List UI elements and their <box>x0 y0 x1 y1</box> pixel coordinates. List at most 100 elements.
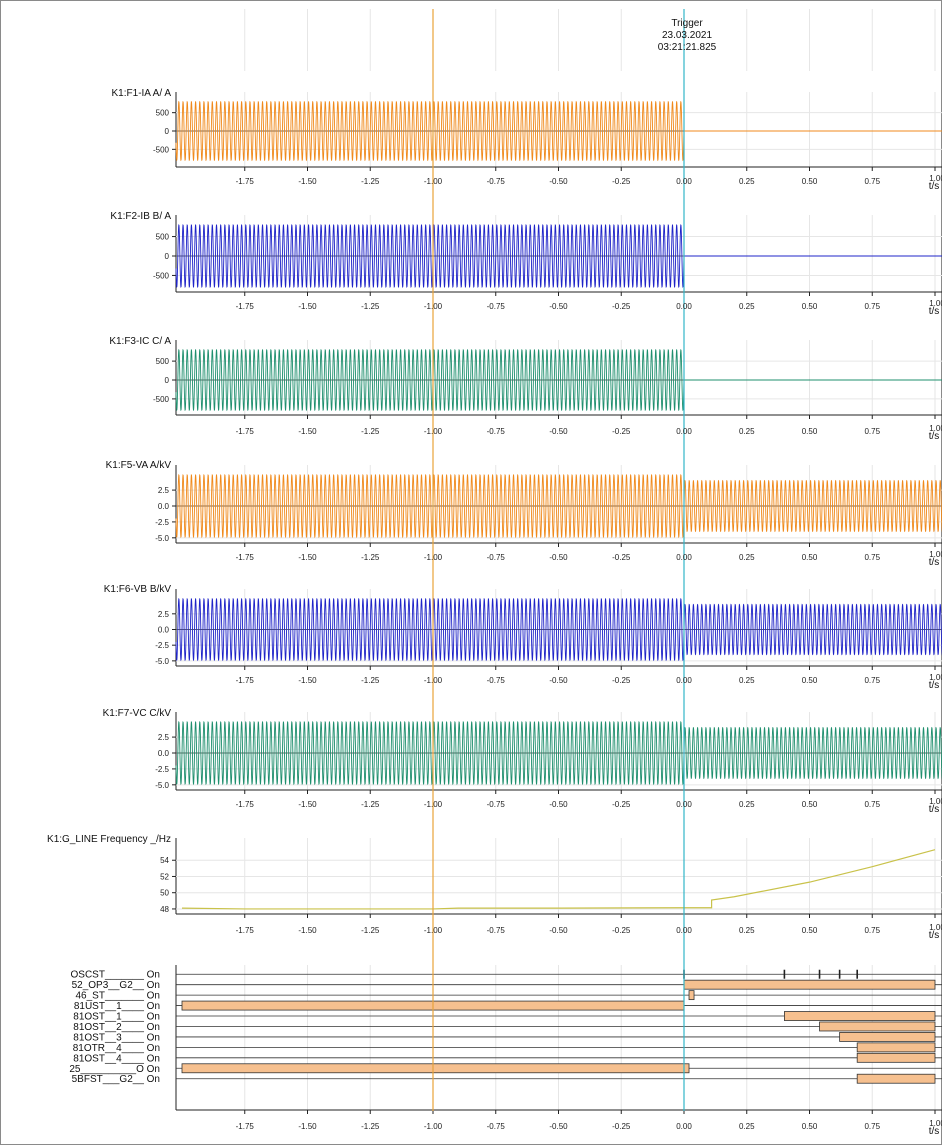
digital-on-bar <box>683 979 936 990</box>
digital-channel-label: 52_OP3__G2__ On <box>72 980 160 991</box>
digital-on-bar <box>856 1042 936 1053</box>
y-tick-label: 500 <box>156 109 170 118</box>
y-tick-label: -5.0 <box>155 534 169 543</box>
digital-on-bar <box>839 1032 936 1042</box>
x-tick-label: -0.25 <box>612 553 631 562</box>
x-tick-label: -0.50 <box>549 676 568 685</box>
trigger-time: 03:21:21.825 <box>658 42 717 53</box>
x-tick-label: -1.50 <box>298 800 317 809</box>
x-tick-label: -0.25 <box>612 926 631 935</box>
channel-label: K1:F3-IC C/ A <box>109 336 171 347</box>
y-tick-label: -500 <box>153 271 170 280</box>
x-tick-label: 0.75 <box>864 676 880 685</box>
waveform-trace <box>175 224 942 288</box>
y-tick-label: 2.5 <box>158 486 170 495</box>
digital-channel-label: 81OST__3____ On <box>73 1032 160 1043</box>
y-tick-label: -2.5 <box>155 641 169 650</box>
x-tick-label: 0.75 <box>864 177 880 186</box>
x-tick-label: 0.50 <box>802 676 818 685</box>
x-tick-label: 0.50 <box>802 302 818 311</box>
x-tick-label: -1.50 <box>298 427 317 436</box>
x-tick-label: -0.25 <box>612 1122 631 1131</box>
channel-label: K1:F2-IB B/ A <box>110 211 171 222</box>
x-tick-label: 0.00 <box>676 676 692 685</box>
x-tick-label: -0.25 <box>612 302 631 311</box>
x-tick-label: 0.00 <box>676 1122 692 1131</box>
x-tick-label: 1.00 <box>929 299 942 308</box>
channel-label: K1:F1-IA A/ A <box>112 88 172 99</box>
digital-on-bar <box>856 1073 936 1084</box>
x-tick-label: -1.75 <box>236 427 255 436</box>
y-tick-label: 0.0 <box>158 749 170 758</box>
x-tick-label: -1.50 <box>298 302 317 311</box>
digital-channel-label: 46_ST_______ On <box>75 991 160 1002</box>
x-tick-label: 0.75 <box>864 926 880 935</box>
x-tick-label: 0.00 <box>676 427 692 436</box>
x-tick-label: 0.50 <box>802 177 818 186</box>
x-tick-label: 0.50 <box>802 1122 818 1131</box>
x-tick-label: -0.75 <box>487 1122 506 1131</box>
y-tick-label: 0 <box>165 252 170 261</box>
x-tick-label: -1.75 <box>236 177 255 186</box>
x-tick-label: 0.25 <box>739 676 755 685</box>
x-tick-label: -0.75 <box>487 427 506 436</box>
x-tick-label: -0.25 <box>612 676 631 685</box>
x-tick-label: -0.75 <box>487 676 506 685</box>
digital-channel-label: 81OTR__4____ On <box>73 1043 160 1054</box>
x-tick-label: -0.75 <box>487 800 506 809</box>
x-tick-label: -1.50 <box>298 926 317 935</box>
trigger-date: 23.03.2021 <box>662 30 712 41</box>
y-tick-label: 50 <box>160 889 169 898</box>
waveform-trace <box>175 597 942 662</box>
x-tick-label: -0.25 <box>612 427 631 436</box>
x-tick-label: -1.00 <box>424 926 443 935</box>
x-tick-label: 0.50 <box>802 926 818 935</box>
x-tick-label: 0.25 <box>739 926 755 935</box>
x-tick-label: -1.75 <box>236 676 255 685</box>
digital-channel-label: 5BFST___G2__ On <box>72 1074 160 1085</box>
digital-channel-label: 81OST__2____ On <box>73 1022 160 1033</box>
channel-label: K1:F7-VC C/kV <box>103 708 172 719</box>
x-tick-label: 0.00 <box>676 800 692 809</box>
y-tick-label: 500 <box>156 233 170 242</box>
x-tick-label: -1.00 <box>424 800 443 809</box>
x-tick-label: -1.00 <box>424 553 443 562</box>
x-tick-label: 0.25 <box>739 427 755 436</box>
x-tick-label: 0.75 <box>864 800 880 809</box>
x-tick-label: 1.00 <box>929 1119 942 1128</box>
channel-label: K1:F6-VB B/kV <box>104 584 172 595</box>
x-tick-label: -0.50 <box>549 427 568 436</box>
x-tick-label: -1.25 <box>361 177 380 186</box>
x-tick-label: 1.00 <box>929 797 942 806</box>
x-tick-label: 0.25 <box>739 1122 755 1131</box>
digital-on-bar <box>819 1021 936 1032</box>
y-tick-label: -500 <box>153 145 170 154</box>
x-tick-label: -0.75 <box>487 553 506 562</box>
y-tick-label: 0 <box>165 376 170 385</box>
x-tick-label: -1.50 <box>298 553 317 562</box>
x-tick-label: -1.50 <box>298 1122 317 1131</box>
y-tick-label: -5.0 <box>155 781 169 790</box>
digital-on-bar <box>856 1052 936 1063</box>
x-tick-label: -1.75 <box>236 800 255 809</box>
y-tick-label: 54 <box>160 856 169 865</box>
digital-on-bar <box>784 1011 936 1021</box>
x-tick-label: -0.50 <box>549 1122 568 1131</box>
x-tick-label: 0.75 <box>864 1122 880 1131</box>
x-tick-label: 0.75 <box>864 427 880 436</box>
x-tick-label: 0.25 <box>739 177 755 186</box>
waveform-trace <box>175 474 942 538</box>
x-tick-label: -1.00 <box>424 302 443 311</box>
x-tick-label: -0.50 <box>549 177 568 186</box>
y-tick-label: -2.5 <box>155 765 169 774</box>
y-tick-label: 2.5 <box>158 733 170 742</box>
x-tick-label: -0.50 <box>549 800 568 809</box>
x-tick-label: 0.00 <box>676 302 692 311</box>
x-axis-unit: t/s <box>929 930 940 941</box>
x-tick-label: 0.75 <box>864 302 880 311</box>
x-tick-label: -1.25 <box>361 302 380 311</box>
x-tick-label: 0.25 <box>739 800 755 809</box>
digital-on-bar <box>688 990 695 1001</box>
x-tick-label: 1.00 <box>929 424 942 433</box>
